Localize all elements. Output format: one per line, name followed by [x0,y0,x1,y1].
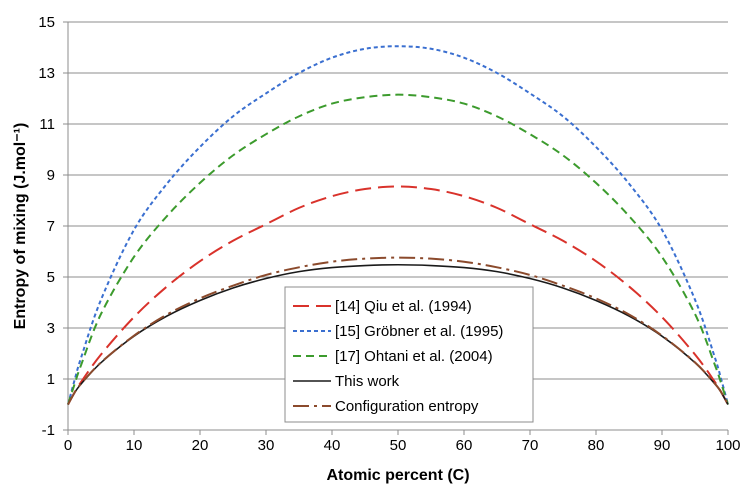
series-line-3 [67,93,729,405]
y-tick-label: 3 [47,320,55,337]
x-tick-label: 90 [654,437,671,454]
legend: [14] Qiu et al. (1994) [15] Gröbner et al… [284,286,534,423]
legend-label-1: [14] Qiu et al. (1994) [335,298,472,315]
legend-box [284,286,534,423]
series-line-5 [67,256,729,405]
x-tick-label: 70 [522,437,539,454]
x-tick-label: 50 [390,437,407,454]
y-tick-label: 1 [47,371,55,388]
y-tick-label: 15 [38,14,55,31]
legend-label-3: [17] Ohtani et al. (2004) [335,348,493,365]
legend-label-5: Configuration entropy [335,398,479,415]
legend-label-2: [15] Gröbner et al. (1995) [335,323,503,340]
axes [63,21,729,435]
x-tick-label: 0 [64,437,72,454]
y-tick-label: 5 [47,269,55,286]
x-tick-label: 10 [126,437,143,454]
x-tick-label: 30 [258,437,275,454]
x-tick-label: 80 [588,437,605,454]
x-tick-label: 40 [324,437,341,454]
y-tick-label: 13 [38,65,55,82]
series-lines [67,45,729,405]
y-tick-label: 11 [39,116,55,133]
legend-label-4: This work [335,373,400,390]
y-axis-title: Entropy of mixing (J.mol⁻¹) [12,123,29,330]
x-tick-label: 20 [192,437,209,454]
series-line-2 [67,45,729,405]
y-tick-label: -1 [42,422,55,439]
y-tick-label: 7 [47,218,55,235]
x-tick-label: 60 [456,437,473,454]
x-tick-label: 100 [715,437,740,454]
y-tick-label: 9 [47,167,55,184]
x-axis-title: Atomic percent (C) [326,467,469,484]
